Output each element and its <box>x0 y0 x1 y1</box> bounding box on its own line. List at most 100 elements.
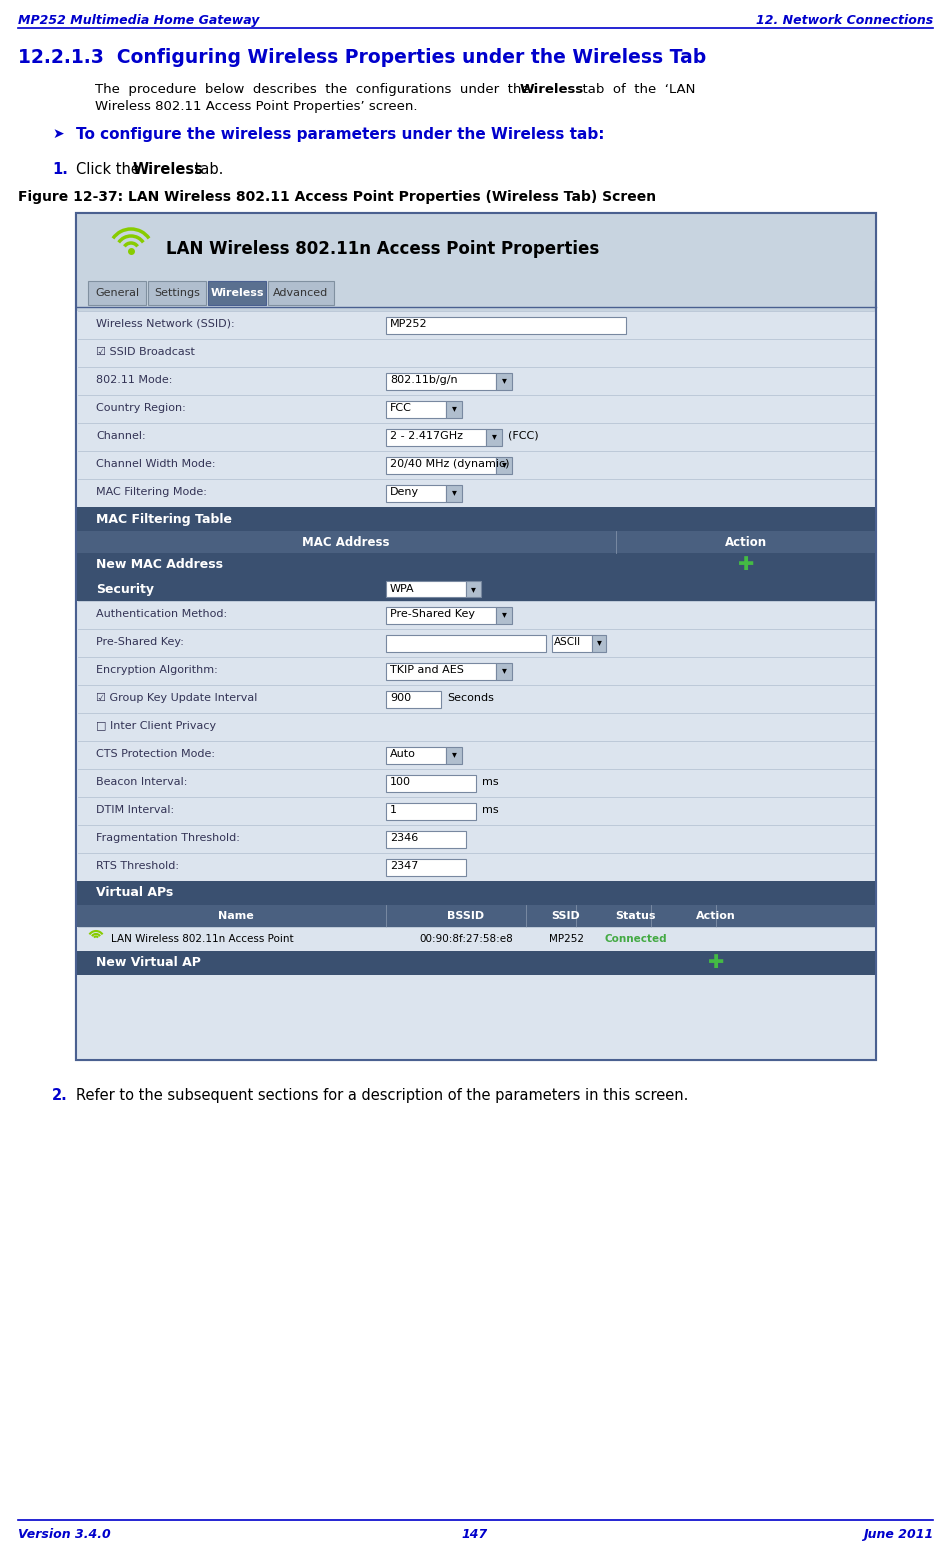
FancyBboxPatch shape <box>386 428 486 445</box>
Text: ▾: ▾ <box>501 459 507 468</box>
FancyBboxPatch shape <box>386 484 446 501</box>
Text: ASCII: ASCII <box>554 637 581 646</box>
Text: 100: 100 <box>390 778 411 787</box>
Text: BSSID: BSSID <box>447 911 485 921</box>
Text: Channel Width Mode:: Channel Width Mode: <box>96 459 216 468</box>
Text: ▾: ▾ <box>501 609 507 618</box>
FancyBboxPatch shape <box>386 400 446 417</box>
FancyBboxPatch shape <box>268 281 334 305</box>
Text: ✚: ✚ <box>708 954 725 972</box>
Text: ▾: ▾ <box>452 748 456 759</box>
Text: Wireless: Wireless <box>210 288 263 298</box>
FancyBboxPatch shape <box>77 904 875 928</box>
Text: Security: Security <box>96 583 154 595</box>
Text: 1.: 1. <box>52 162 68 176</box>
Text: SSID: SSID <box>552 911 580 921</box>
Text: FCC: FCC <box>390 404 412 413</box>
FancyBboxPatch shape <box>76 213 876 1061</box>
FancyBboxPatch shape <box>496 373 512 390</box>
Text: Authentication Method:: Authentication Method: <box>96 609 227 618</box>
Text: ms: ms <box>482 805 498 815</box>
Text: ▾: ▾ <box>596 637 601 646</box>
FancyBboxPatch shape <box>446 484 462 501</box>
Text: CTS Protection Mode:: CTS Protection Mode: <box>96 748 215 759</box>
Text: DTIM Interval:: DTIM Interval: <box>96 805 174 815</box>
Text: Action: Action <box>725 535 767 549</box>
Text: 802.11 Mode:: 802.11 Mode: <box>96 376 172 385</box>
Text: General: General <box>95 288 139 298</box>
Text: 2347: 2347 <box>390 861 418 870</box>
Text: RTS Threshold:: RTS Threshold: <box>96 861 179 870</box>
Text: Wireless 802.11 Access Point Properties’ screen.: Wireless 802.11 Access Point Properties’… <box>95 100 417 113</box>
FancyBboxPatch shape <box>386 775 476 792</box>
Text: Click the: Click the <box>76 162 145 176</box>
FancyBboxPatch shape <box>496 606 512 623</box>
FancyBboxPatch shape <box>386 858 466 875</box>
Text: MAC Filtering Mode:: MAC Filtering Mode: <box>96 487 207 496</box>
Text: Refer to the subsequent sections for a description of the parameters in this scr: Refer to the subsequent sections for a d… <box>76 1088 689 1102</box>
FancyBboxPatch shape <box>386 830 466 847</box>
FancyBboxPatch shape <box>466 581 481 597</box>
Text: Figure 12-37: LAN Wireless 802.11 Access Point Properties (Wireless Tab) Screen: Figure 12-37: LAN Wireless 802.11 Access… <box>18 190 656 204</box>
FancyBboxPatch shape <box>386 747 446 764</box>
Text: ☑ SSID Broadcast: ☑ SSID Broadcast <box>96 346 195 357</box>
Text: Wireless: Wireless <box>520 83 584 96</box>
Text: ▾: ▾ <box>452 487 456 496</box>
Text: Wireless Network (SSID):: Wireless Network (SSID): <box>96 318 235 329</box>
Text: June 2011: June 2011 <box>863 1527 933 1541</box>
Text: New MAC Address: New MAC Address <box>96 558 223 572</box>
Text: Seconds: Seconds <box>447 693 494 703</box>
FancyBboxPatch shape <box>496 663 512 680</box>
Text: The  procedure  below  describes  the  configurations  under  the: The procedure below describes the config… <box>95 83 538 96</box>
Text: Connected: Connected <box>605 934 668 945</box>
Text: Version 3.4.0: Version 3.4.0 <box>18 1527 110 1541</box>
FancyBboxPatch shape <box>77 507 875 530</box>
FancyBboxPatch shape <box>77 881 875 904</box>
Text: ▾: ▾ <box>492 431 496 441</box>
Text: ☑ Group Key Update Interval: ☑ Group Key Update Interval <box>96 693 258 703</box>
Text: Pre-Shared Key:: Pre-Shared Key: <box>96 637 184 646</box>
Text: MP252: MP252 <box>390 318 428 329</box>
FancyBboxPatch shape <box>486 428 502 445</box>
Text: Deny: Deny <box>390 487 419 496</box>
Text: ➤: ➤ <box>52 127 64 141</box>
Text: LAN Wireless 802.11n Access Point Properties: LAN Wireless 802.11n Access Point Proper… <box>166 240 599 258</box>
Text: Status: Status <box>615 911 656 921</box>
Text: MP252: MP252 <box>549 934 584 945</box>
Text: MAC Filtering Table: MAC Filtering Table <box>96 513 232 526</box>
Text: ▾: ▾ <box>501 376 507 385</box>
Text: □ Inter Client Privacy: □ Inter Client Privacy <box>96 720 216 731</box>
FancyBboxPatch shape <box>446 747 462 764</box>
Text: Beacon Interval:: Beacon Interval: <box>96 778 187 787</box>
FancyBboxPatch shape <box>208 281 266 305</box>
FancyBboxPatch shape <box>77 530 875 553</box>
Text: Settings: Settings <box>154 288 200 298</box>
Text: 12.2.1.3  Configuring Wireless Properties under the Wireless Tab: 12.2.1.3 Configuring Wireless Properties… <box>18 48 707 66</box>
Text: Encryption Algorithm:: Encryption Algorithm: <box>96 665 218 676</box>
Text: Advanced: Advanced <box>273 288 329 298</box>
FancyBboxPatch shape <box>148 281 206 305</box>
Text: 2 - 2.417GHz: 2 - 2.417GHz <box>390 431 463 441</box>
Text: 802.11b/g/n: 802.11b/g/n <box>390 376 457 385</box>
Text: 12. Network Connections: 12. Network Connections <box>756 14 933 26</box>
Text: Auto: Auto <box>390 748 416 759</box>
Text: (FCC): (FCC) <box>508 431 538 441</box>
FancyBboxPatch shape <box>386 317 626 334</box>
Text: MAC Address: MAC Address <box>302 535 390 549</box>
Text: Channel:: Channel: <box>96 431 146 441</box>
Text: 147: 147 <box>462 1527 488 1541</box>
Text: 00:90:8f:27:58:e8: 00:90:8f:27:58:e8 <box>419 934 513 945</box>
Text: ▾: ▾ <box>471 584 476 594</box>
Text: Action: Action <box>696 911 736 921</box>
FancyBboxPatch shape <box>77 311 875 1059</box>
Text: ✚: ✚ <box>738 555 754 575</box>
Text: TKIP and AES: TKIP and AES <box>390 665 464 676</box>
Text: 2346: 2346 <box>390 833 418 843</box>
FancyBboxPatch shape <box>77 577 875 601</box>
FancyBboxPatch shape <box>386 802 476 819</box>
FancyBboxPatch shape <box>552 634 592 651</box>
Text: Virtual APs: Virtual APs <box>96 886 173 900</box>
Text: To configure the wireless parameters under the Wireless tab:: To configure the wireless parameters und… <box>76 127 605 142</box>
Text: MP252 Multimedia Home Gateway: MP252 Multimedia Home Gateway <box>18 14 260 26</box>
Text: ms: ms <box>482 778 498 787</box>
